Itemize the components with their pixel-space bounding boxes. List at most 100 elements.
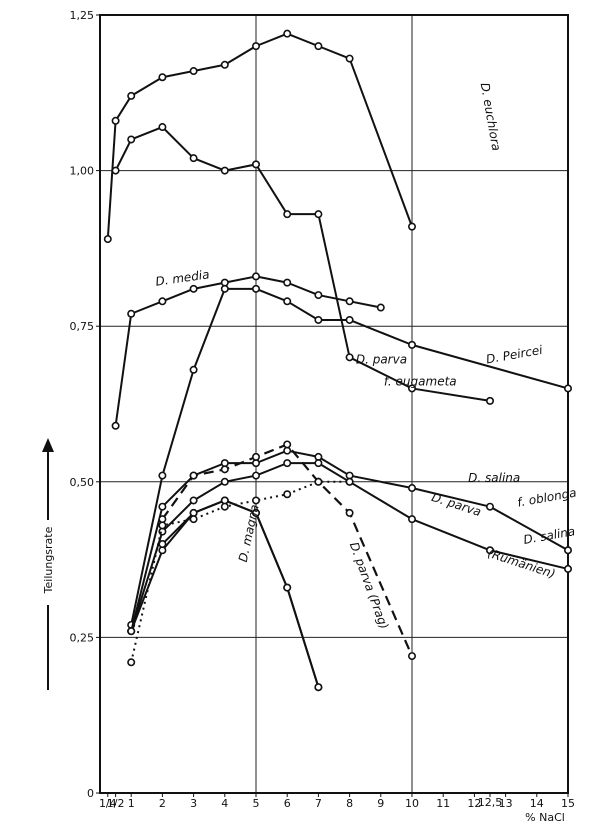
- data-point: [314, 210, 323, 219]
- data-point: [127, 91, 136, 100]
- data-point: [111, 116, 120, 125]
- data-point: [407, 222, 416, 231]
- data-point: [283, 459, 292, 468]
- series-label: D. magna: [236, 503, 262, 563]
- series-line-9: [130, 480, 350, 663]
- plot-frame: [99, 14, 569, 794]
- data-point: [283, 210, 292, 219]
- series-label: (Rumänien): [486, 546, 557, 581]
- x-tick-label: 10: [405, 797, 419, 810]
- data-point: [220, 465, 229, 474]
- data-point: [252, 272, 261, 281]
- y-tick-label: 0,50: [70, 476, 95, 489]
- data-point: [314, 42, 323, 51]
- data-point: [407, 340, 416, 349]
- data-point: [189, 496, 198, 505]
- x-tick-label: 4: [221, 797, 228, 810]
- data-point: [283, 440, 292, 449]
- x-tick-label: 1/2: [107, 797, 125, 810]
- data-point: [252, 471, 261, 480]
- data-point: [345, 508, 354, 517]
- x-tick-label: 11: [436, 797, 450, 810]
- data-point: [158, 123, 167, 132]
- data-point: [158, 540, 167, 549]
- y-tick-label: 0,75: [70, 320, 95, 333]
- data-point: [485, 502, 494, 511]
- data-point: [220, 284, 229, 293]
- data-point: [314, 683, 323, 692]
- x-tick-label: 9: [377, 797, 384, 810]
- data-point: [127, 658, 136, 667]
- data-point: [189, 515, 198, 524]
- series-label: D. media: [155, 267, 211, 288]
- y-axis-label: Teilungsrate: [42, 526, 55, 594]
- data-point: [345, 477, 354, 486]
- x-tick-label: 12: [467, 797, 481, 810]
- series-line-8: [161, 443, 414, 657]
- data-point: [220, 477, 229, 486]
- series-label: f. eugameta: [384, 374, 457, 388]
- data-point: [563, 564, 572, 573]
- data-point: [407, 652, 416, 661]
- data-point: [407, 384, 416, 393]
- data-point: [485, 546, 494, 555]
- data-point: [283, 583, 292, 592]
- data-point: [314, 459, 323, 468]
- data-point: [189, 67, 198, 76]
- data-point: [407, 484, 416, 493]
- data-point: [158, 521, 167, 530]
- data-point: [376, 303, 385, 312]
- data-point: [314, 291, 323, 300]
- data-point: [345, 54, 354, 63]
- data-point: [283, 278, 292, 287]
- x-tick-label: 15: [561, 797, 575, 810]
- data-point: [158, 73, 167, 82]
- data-point: [345, 297, 354, 306]
- x-axis-label: % NaCl: [525, 811, 565, 824]
- x-tick-label: 12,5: [478, 796, 503, 809]
- data-point: [345, 353, 354, 362]
- data-point: [158, 297, 167, 306]
- data-point: [252, 508, 261, 517]
- data-point: [189, 284, 198, 293]
- data-point: [220, 60, 229, 69]
- data-point: [252, 284, 261, 293]
- data-point: [563, 384, 572, 393]
- data-point: [220, 166, 229, 175]
- series-label: D. Peircei: [485, 343, 544, 367]
- y-tick-label: 1,25: [70, 9, 95, 22]
- data-point: [252, 160, 261, 169]
- data-point: [252, 496, 261, 505]
- data-point: [252, 42, 261, 51]
- x-tick-label: 13: [499, 797, 513, 810]
- x-tick-label: 5: [253, 797, 260, 810]
- data-point: [314, 477, 323, 486]
- series-label: D. parva: [430, 490, 483, 519]
- data-point: [283, 490, 292, 499]
- data-point: [563, 546, 572, 555]
- x-tick-label: 1/4: [99, 797, 117, 810]
- x-tick-label: 2: [159, 797, 166, 810]
- series-label: D. euchlora: [478, 82, 504, 152]
- x-tick-label: 8: [346, 797, 353, 810]
- x-tick-label: 6: [284, 797, 291, 810]
- x-tick-label: 3: [190, 797, 197, 810]
- y-tick-label: 0: [87, 787, 94, 800]
- series-label: D. salina: [468, 471, 520, 485]
- data-point: [283, 297, 292, 306]
- series-line-1: [114, 126, 491, 402]
- series-line-6: [130, 499, 320, 688]
- data-point: [127, 309, 136, 318]
- data-point: [127, 627, 136, 636]
- data-point: [485, 396, 494, 405]
- data-point: [220, 502, 229, 511]
- data-point: [407, 515, 416, 524]
- y-axis-arrow-head: [42, 438, 54, 452]
- data-point: [111, 166, 120, 175]
- series-label: D. parva (Prag): [347, 540, 391, 631]
- data-point: [345, 315, 354, 324]
- data-point: [283, 29, 292, 38]
- x-tick-label: 7: [315, 797, 322, 810]
